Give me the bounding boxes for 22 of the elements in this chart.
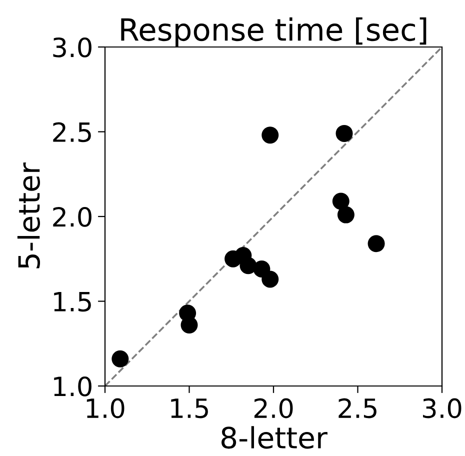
x-tick-label: 3.0 <box>423 398 462 418</box>
x-tick-label: 2.5 <box>338 398 376 418</box>
point <box>180 316 198 334</box>
x-axis-title: 8-letter <box>222 426 328 449</box>
point <box>240 257 257 274</box>
point <box>262 126 279 144</box>
y-axis-title: 5-letter <box>17 162 40 268</box>
point <box>337 206 354 224</box>
x-tick-label: 1.0 <box>86 398 124 418</box>
point <box>368 235 385 252</box>
chart-title: Response time [sec] <box>121 17 426 47</box>
y-tick-label: 2.0 <box>53 206 92 227</box>
y-tick-label: 1.0 <box>54 376 92 396</box>
point <box>262 270 279 288</box>
x-tick-label: 1.5 <box>171 398 208 418</box>
y-tick-label: 3.0 <box>53 37 92 58</box>
y-tick-label: 2.5 <box>53 122 91 142</box>
x-tick-label: 2.0 <box>254 398 293 418</box>
point <box>336 124 353 142</box>
point <box>112 350 129 368</box>
y-tick-label: 1.5 <box>54 292 91 312</box>
point <box>332 192 350 210</box>
